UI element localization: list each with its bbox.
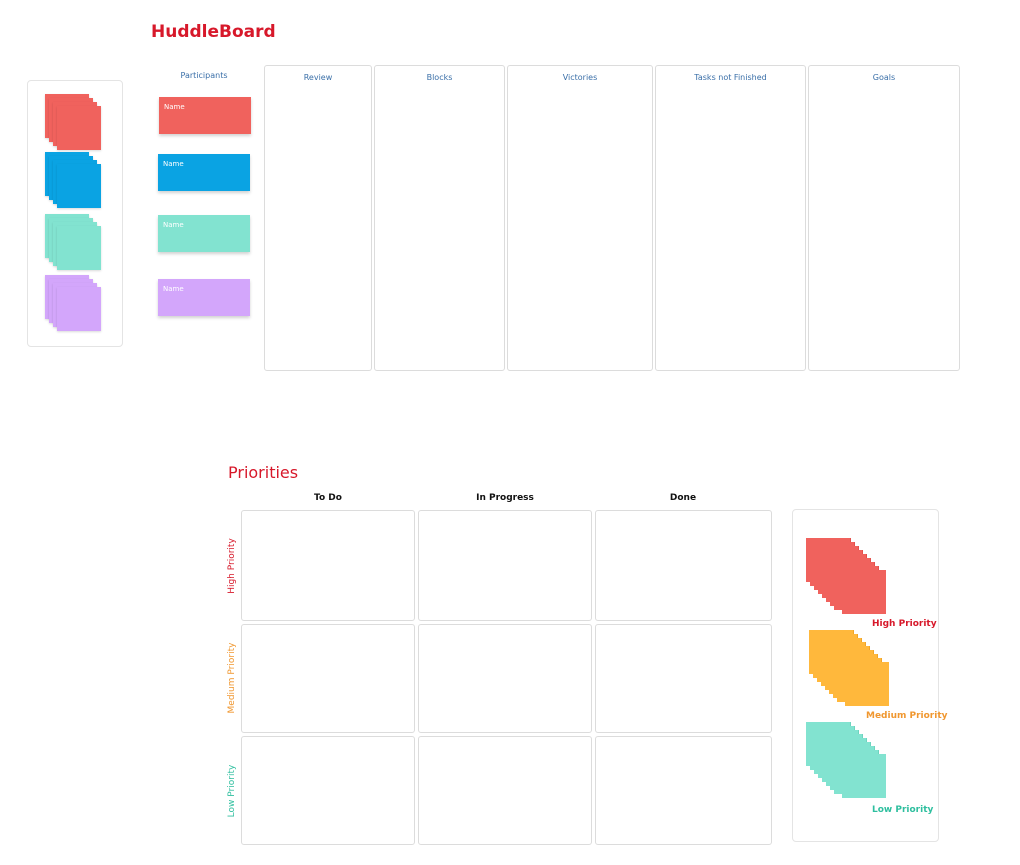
cell-high-in-progress[interactable] — [418, 510, 592, 621]
column-goals[interactable]: Goals — [808, 65, 960, 371]
column-header-done: Done — [669, 493, 697, 503]
participants-header: Participants — [180, 71, 228, 80]
column-header: Review — [303, 73, 333, 82]
row-label-medium: Medium Priority — [227, 642, 237, 714]
sticky-sheet — [57, 226, 101, 270]
cell-medium-done[interactable] — [595, 624, 772, 733]
cell-high-done[interactable] — [595, 510, 772, 621]
column-blocks[interactable]: Blocks — [374, 65, 505, 371]
participant-name: Name — [163, 285, 184, 293]
priority-sheet — [842, 570, 886, 614]
legend-label-medium: Medium Priority — [866, 711, 948, 721]
participant-name: Name — [163, 160, 184, 168]
sticky-sheet — [57, 106, 101, 150]
cell-low-done[interactable] — [595, 736, 772, 845]
sticky-stack-teal[interactable] — [45, 214, 105, 270]
participant-card[interactable]: Name — [158, 279, 250, 316]
participant-card[interactable]: Name — [159, 97, 251, 134]
row-label-high: High Priority — [227, 538, 237, 594]
column-header: Tasks not Finished — [694, 73, 767, 82]
cell-low-in-progress[interactable] — [418, 736, 592, 845]
priority-sheet — [845, 662, 889, 706]
column-header-in-progress: In Progress — [476, 493, 534, 503]
column-header: Goals — [872, 73, 896, 82]
cell-medium-in-progress[interactable] — [418, 624, 592, 733]
column-header: Blocks — [426, 73, 453, 82]
participant-name: Name — [164, 103, 185, 111]
cell-medium-todo[interactable] — [241, 624, 415, 733]
legend-label-low: Low Priority — [872, 805, 934, 815]
sticky-sheet — [57, 287, 101, 331]
priority-stack-medium[interactable] — [809, 630, 899, 710]
participant-name: Name — [163, 221, 184, 229]
priority-legend-panel: High Priority Medium Priority Low Priori… — [792, 509, 948, 842]
sticky-stack-blue[interactable] — [45, 152, 105, 208]
column-header: Victories — [562, 73, 598, 82]
column-header-todo: To Do — [314, 493, 342, 503]
participant-card[interactable]: Name — [158, 154, 250, 191]
cell-low-todo[interactable] — [241, 736, 415, 845]
column-tasks-not-finished[interactable]: Tasks not Finished — [655, 65, 806, 371]
sticky-sheet — [57, 164, 101, 208]
column-review[interactable]: Review — [264, 65, 372, 371]
priority-sheet — [842, 754, 886, 798]
huddleboard-title: HuddleBoard — [151, 22, 276, 42]
sticky-palette-panel — [27, 80, 123, 347]
priorities-title: Priorities — [228, 463, 299, 482]
legend-label-high: High Priority — [872, 619, 937, 629]
cell-high-todo[interactable] — [241, 510, 415, 621]
priority-stack-low[interactable] — [806, 722, 896, 802]
priority-stack-high[interactable] — [806, 538, 896, 618]
row-label-low: Low Priority — [227, 764, 237, 818]
column-victories[interactable]: Victories — [507, 65, 653, 371]
participant-card[interactable]: Name — [158, 215, 250, 252]
sticky-stack-purple[interactable] — [45, 275, 105, 331]
sticky-stack-red[interactable] — [45, 94, 105, 150]
